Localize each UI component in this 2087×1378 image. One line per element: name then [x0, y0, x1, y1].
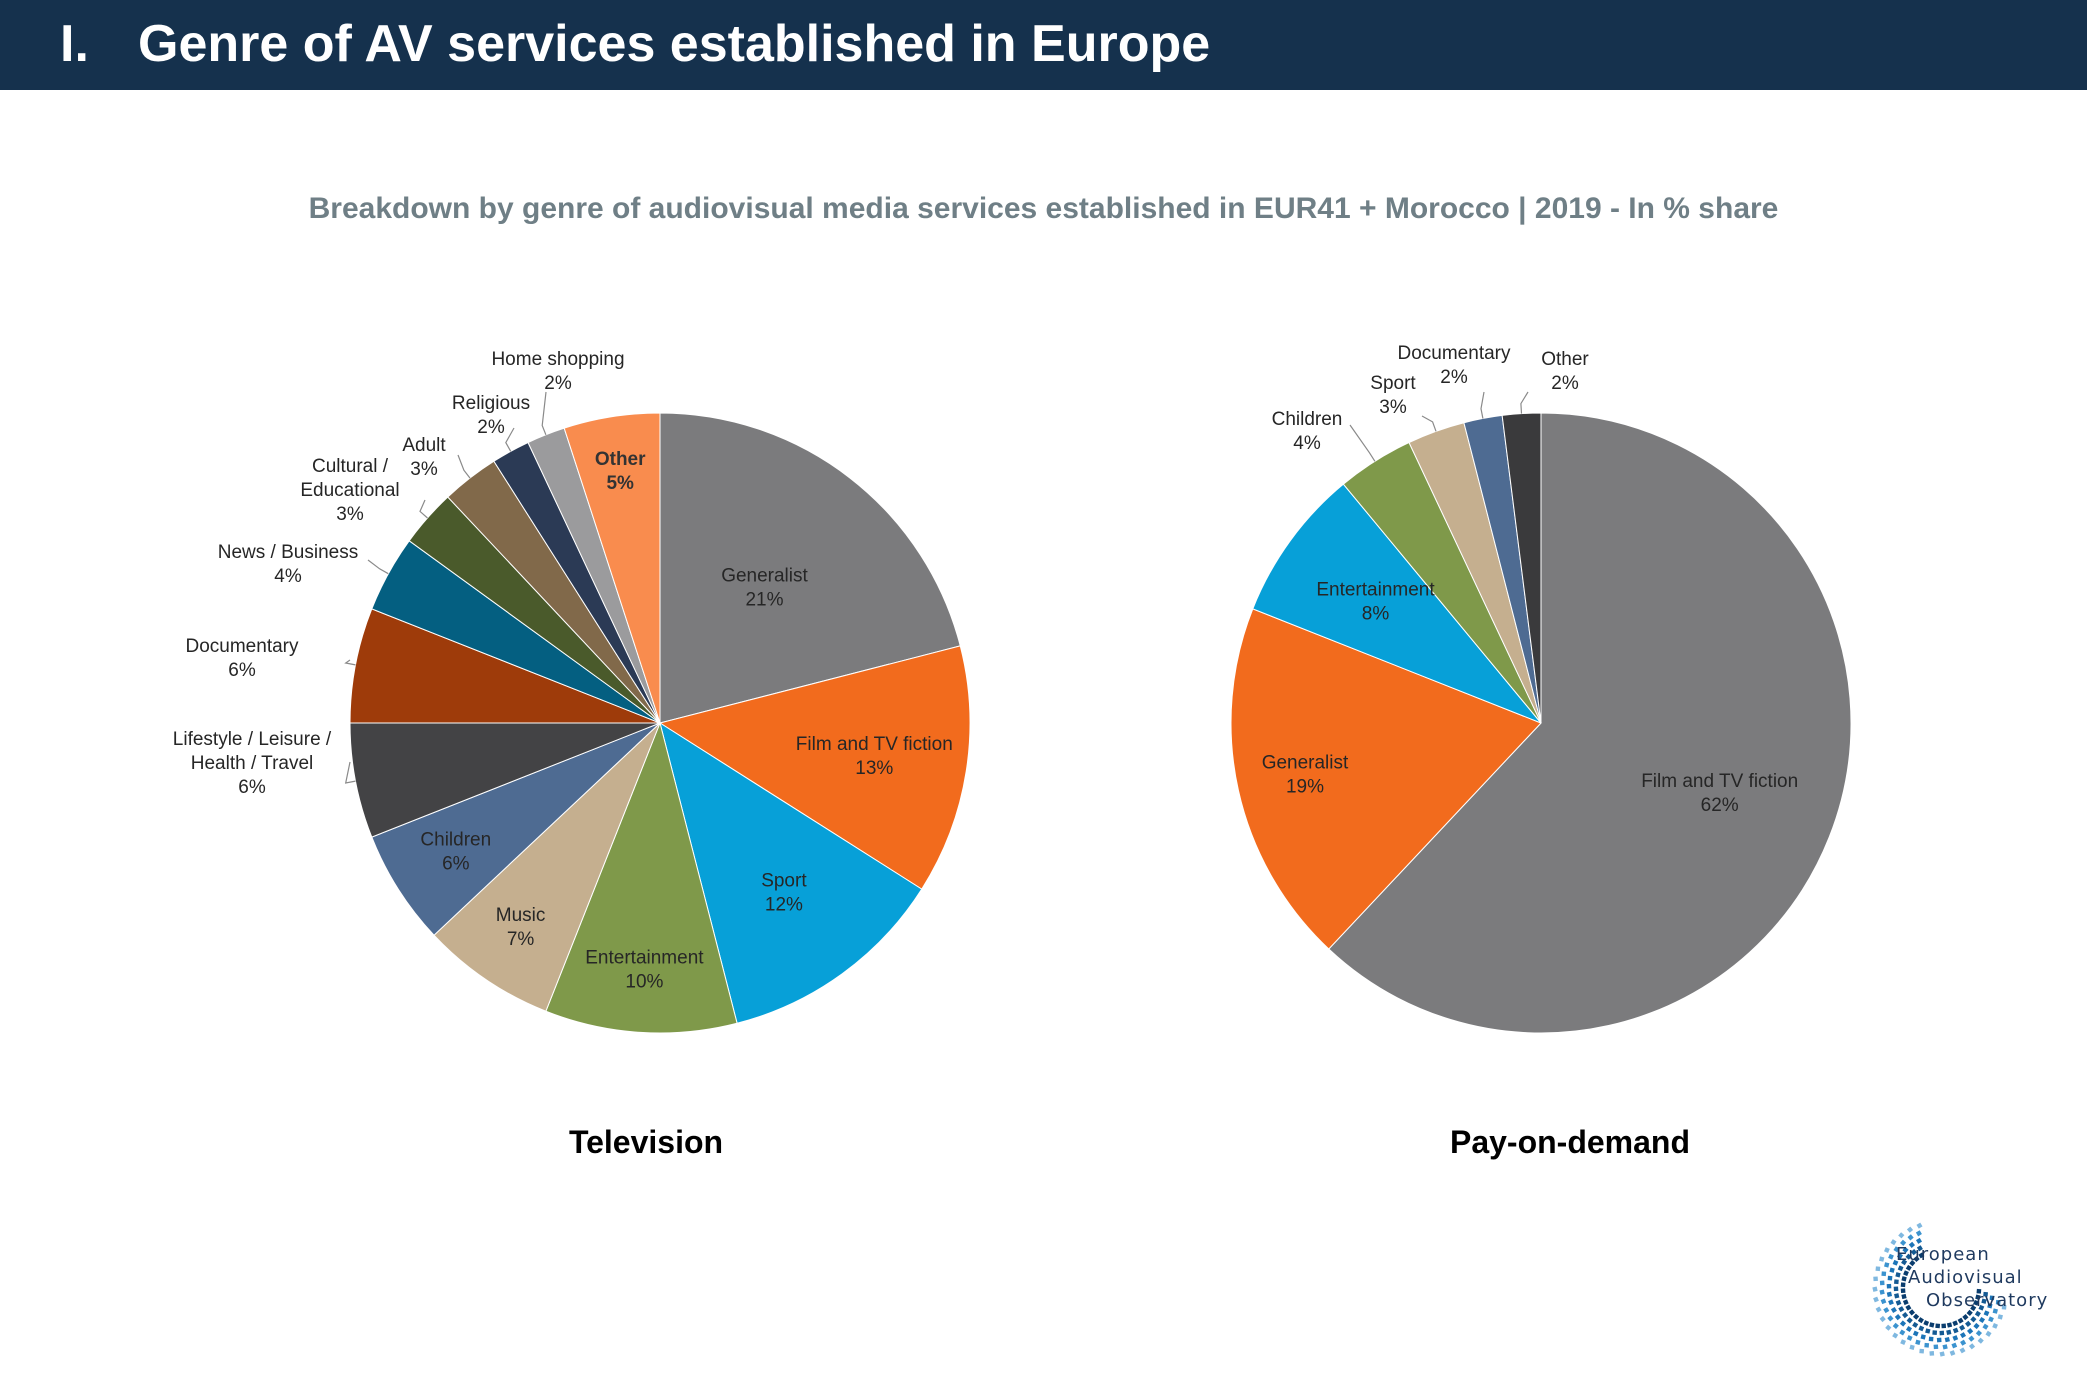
television-caption: Television [568, 1124, 724, 1160]
tv-leader-news-business [367, 559, 389, 575]
television-pie [349, 412, 971, 1034]
pod-slice-other [1501, 412, 1542, 724]
tv-pct-other: 5% [606, 473, 634, 494]
tv-slice-film-and-tv-fiction [658, 645, 971, 890]
pod-leader-sport [1421, 415, 1437, 432]
tv-pct-music: 7% [507, 929, 535, 950]
tv-label-lifestyle-leisure-health-travel: Lifestyle / Leisure / [173, 729, 332, 750]
tv-label-music: Music [496, 905, 546, 926]
tv-leader-cultural-educational [419, 499, 428, 519]
logo-mark-icon [1872, 1222, 2007, 1357]
tv-pct-cultural-educational: 3% [336, 504, 364, 525]
pod-label-entertainment: Entertainment [1316, 580, 1435, 601]
pod-label-film-and-tv-fiction: Film and TV fiction [1641, 771, 1798, 792]
logo-line2: Audiovisual [1908, 1267, 2023, 1288]
tv-pct-generalist: 21% [745, 589, 783, 610]
pod-pct-children: 4% [1293, 433, 1321, 454]
tv-slice-other [563, 412, 661, 724]
pay-on-demand-pie [1230, 412, 1852, 1034]
tv-leader-home-shopping [541, 391, 547, 436]
pod-leader-documentary [1480, 391, 1485, 419]
tv-pct-children: 6% [442, 854, 470, 875]
tv-leader-documentary [344, 659, 356, 666]
header-bar: I. Genre of AV services established in E… [0, 0, 2087, 90]
pod-label-other: Other [1541, 349, 1589, 370]
pod-label-children: Children [1272, 409, 1343, 430]
pod-pct-generalist: 19% [1286, 777, 1324, 798]
tv-pct-home-shopping: 2% [544, 373, 572, 394]
tv-slice-sport [659, 721, 923, 1024]
tv-leader-lifestyle-leisure-health-travel [344, 761, 356, 784]
tv-label-children: Children [420, 830, 491, 851]
pod-label-sport: Sport [1370, 373, 1416, 394]
pay-on-demand-labels: Film and TV fiction 62% Generalist 19% Enter… [1262, 343, 1798, 816]
pod-pct-film-and-tv-fiction: 62% [1701, 795, 1739, 816]
tv-pct-lifestyle-leisure-health-travel: 6% [238, 777, 266, 798]
pod-pct-entertainment: 8% [1362, 604, 1390, 625]
tv-label-entertainment: Entertainment [585, 948, 704, 969]
chart-subtitle: Breakdown by genre of audiovisual media … [308, 192, 1779, 225]
pod-pct-sport: 3% [1379, 397, 1407, 418]
pod-label-documentary: Documentary [1398, 343, 1511, 364]
pod-label-generalist: Generalist [1262, 753, 1349, 774]
tv-label-religious: Religious [452, 393, 530, 414]
tv-pct-religious: 2% [477, 417, 505, 438]
tv-label-cultural-educational: Educational [300, 480, 399, 501]
tv-label-adult: Adult [402, 435, 446, 456]
page-title: Genre of AV services established in Euro… [138, 15, 1211, 73]
tv-label-home-shopping: Home shopping [491, 349, 624, 370]
tv-slice-entertainment [545, 721, 738, 1034]
pod-pct-documentary: 2% [1440, 367, 1468, 388]
tv-label-cultural-educational: Cultural / [312, 456, 389, 477]
observatory-logo: European Audiovisual Observatory [1846, 1216, 2049, 1361]
section-number: I. [60, 15, 89, 73]
tv-label-sport: Sport [761, 871, 807, 892]
tv-pct-film-and-tv-fiction: 13% [855, 758, 893, 779]
pod-slice-film-and-tv-fiction [1328, 412, 1852, 1034]
tv-pct-news-business: 4% [274, 566, 302, 587]
logo-line3: Observatory [1926, 1290, 2049, 1311]
pod-leader-children [1349, 424, 1376, 462]
tv-label-film-and-tv-fiction: Film and TV fiction [796, 734, 953, 755]
tv-pct-entertainment: 10% [625, 972, 663, 993]
pod-leader-other [1520, 391, 1529, 414]
pay-on-demand-caption: Pay-on-demand [1449, 1124, 1691, 1160]
logo-line1: European [1896, 1244, 1990, 1265]
television-labels: Generalist 21% Film and TV fiction 13% Sport… [173, 349, 953, 993]
tv-pct-sport: 12% [765, 895, 803, 916]
tv-label-news-business: News / Business [218, 542, 358, 563]
pod-slice-entertainment [1252, 483, 1542, 724]
pod-pct-other: 2% [1551, 373, 1579, 394]
tv-pct-adult: 3% [410, 459, 438, 480]
tv-label-lifestyle-leisure-health-travel: Health / Travel [191, 753, 314, 774]
pod-slice-generalist [1230, 608, 1542, 950]
tv-label-other: Other [595, 449, 646, 470]
tv-slice-music [433, 722, 661, 1012]
tv-label-generalist: Generalist [721, 565, 808, 586]
tv-pct-documentary: 6% [228, 660, 256, 681]
tv-leader-religious [505, 427, 515, 452]
tv-leader-adult [457, 454, 471, 479]
tv-slice-generalist [659, 412, 961, 724]
tv-label-documentary: Documentary [186, 636, 299, 657]
